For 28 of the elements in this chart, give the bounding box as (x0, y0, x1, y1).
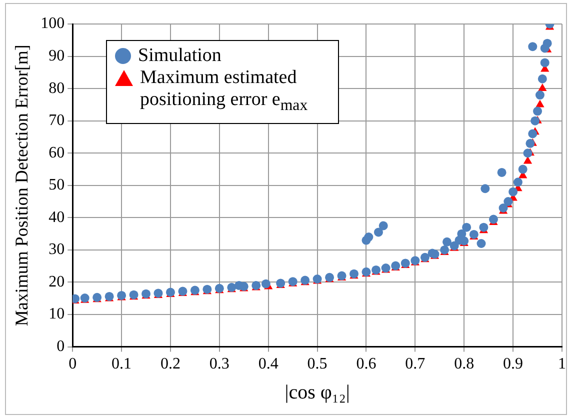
y-tick-label: 0 (56, 338, 65, 356)
y-axis-title: Maximum Position Detection Error[m] (12, 44, 32, 326)
x-tick-label: 1 (558, 356, 566, 373)
x-tick-label: 0.3 (209, 356, 230, 373)
y-tick-label: 80 (48, 80, 65, 97)
x-tick-label: 0.7 (405, 356, 426, 373)
x-tick-label: 0.9 (503, 356, 524, 373)
y-tick-label: 70 (48, 112, 65, 130)
x-tick-label: 0.6 (356, 356, 376, 373)
x-tick-label: 0.5 (307, 356, 328, 373)
point (536, 100, 544, 108)
y-tick-label: 90 (48, 47, 65, 64)
legend-label: Simulation (138, 45, 222, 67)
x-tick-label: 0.4 (258, 356, 278, 373)
y-tick-label: 30 (48, 241, 65, 258)
y-tick-label: 10 (48, 306, 65, 323)
y-tick-label: 50 (48, 176, 65, 194)
point (538, 84, 547, 92)
x-tick-label: 0.2 (160, 356, 180, 373)
x-axis-title: |cos φ₁₂| (284, 381, 350, 404)
y-tick-label: 60 (48, 144, 65, 162)
y-tick-label: 40 (48, 208, 65, 226)
x-tick-label: 0.1 (112, 356, 132, 373)
legend-label: Maximum estimated positioning error e$_{max}$ (140, 67, 309, 116)
x-tick-label: 0.8 (454, 356, 474, 373)
y-tick-label: 100 (40, 15, 65, 32)
x-tick-label: 0 (68, 356, 77, 373)
y-tick-label: 20 (48, 273, 65, 290)
